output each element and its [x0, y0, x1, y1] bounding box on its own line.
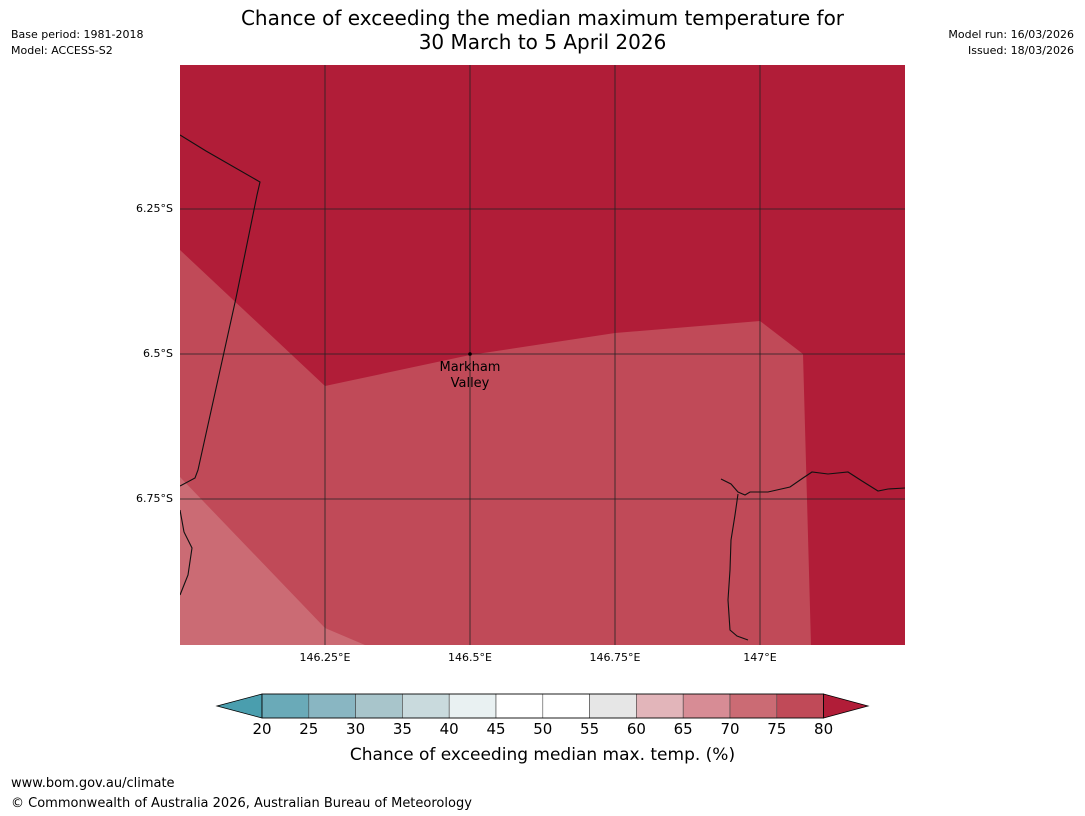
colorbar-segment-75-80 — [776, 693, 824, 719]
map-title: Chance of exceeding the median maximum t… — [0, 6, 1085, 54]
colorbar-segment-55-60 — [589, 693, 637, 719]
markham-valley-marker — [468, 352, 472, 356]
province-boundary — [180, 134, 261, 487]
meta-left: Base period: 1981-2018 Model: ACCESS-S2 — [11, 27, 143, 59]
colorbar-segment-20-25 — [261, 693, 310, 719]
lat-label-6-5: 6.5°S — [143, 347, 173, 360]
colorbar-tick-60: 60 — [626, 720, 646, 738]
model-name: Model: ACCESS-S2 — [11, 44, 113, 57]
colorbar-tick-75: 75 — [767, 720, 787, 738]
place-label-line-1: Markham — [439, 360, 501, 375]
lat-label-6-25: 6.25°S — [136, 202, 173, 215]
meta-right: Model run: 16/03/2026 Issued: 18/03/2026 — [948, 27, 1074, 59]
lon-label-147: 147°E — [743, 651, 777, 664]
lon-label-146-75: 146.75°E — [589, 651, 641, 664]
colorbar-tick-80: 80 — [814, 720, 834, 738]
base-period: Base period: 1981-2018 — [11, 28, 144, 41]
title-line-2: 30 March to 5 April 2026 — [418, 30, 667, 54]
river-line — [727, 493, 749, 641]
model-run: Model run: 16/03/2026 — [948, 28, 1074, 41]
map-area — [180, 65, 905, 645]
lat-label-6-75: 6.75°S — [136, 492, 173, 505]
place-label-line-2: Valley — [450, 376, 490, 391]
colorbar-title: Chance of exceeding median max. temp. (%… — [349, 745, 736, 765]
issued-date: Issued: 18/03/2026 — [967, 44, 1074, 57]
colorbar-segment-45-50 — [495, 693, 544, 719]
place-label-markham-valley: Markham Valley — [420, 360, 520, 392]
colorbar-segment-50-55 — [542, 693, 590, 719]
boundaries — [180, 134, 905, 641]
title-line-1: Chance of exceeding the median maximum t… — [240, 6, 845, 30]
lon-label-146-5: 146.5°E — [448, 651, 492, 664]
region-75-80 — [180, 250, 811, 645]
colorbar-tick-65: 65 — [673, 720, 693, 738]
footer-copyright: © Commonwealth of Australia 2026, Austra… — [11, 796, 472, 811]
colorbar — [215, 693, 870, 719]
colorbar-segment-30-35 — [355, 693, 403, 719]
colorbar-segment-65-70 — [682, 693, 731, 719]
graticule — [180, 65, 905, 645]
colorbar-segment-40-45 — [448, 693, 497, 719]
colorbar-tick-40: 40 — [439, 720, 459, 738]
lon-label-146-25: 146.25°E — [299, 651, 351, 664]
colorbar-segment-25-30 — [308, 693, 356, 719]
colorbar-outline — [261, 693, 824, 719]
region-70-75 — [180, 477, 365, 645]
coastline-west — [180, 509, 193, 596]
colorbar-segment-60-65 — [636, 693, 684, 719]
colorbar-tick-70: 70 — [720, 720, 740, 738]
colorbar-segment-35-40 — [402, 693, 450, 719]
colorbar-extend-high — [823, 693, 870, 719]
colorbar-tick-25: 25 — [299, 720, 319, 738]
colorbar-extend-low — [215, 693, 263, 719]
coastline-huon-gulf — [720, 471, 905, 496]
colorbar-tick-30: 30 — [346, 720, 366, 738]
footer-website: www.bom.gov.au/climate — [11, 776, 175, 791]
colorbar-tick-45: 45 — [486, 720, 506, 738]
colorbar-tick-50: 50 — [533, 720, 553, 738]
colorbar-tick-55: 55 — [580, 720, 600, 738]
colorbar-tick-35: 35 — [392, 720, 412, 738]
colorbar-tick-20: 20 — [252, 720, 272, 738]
colorbar-segment-70-75 — [729, 693, 778, 719]
